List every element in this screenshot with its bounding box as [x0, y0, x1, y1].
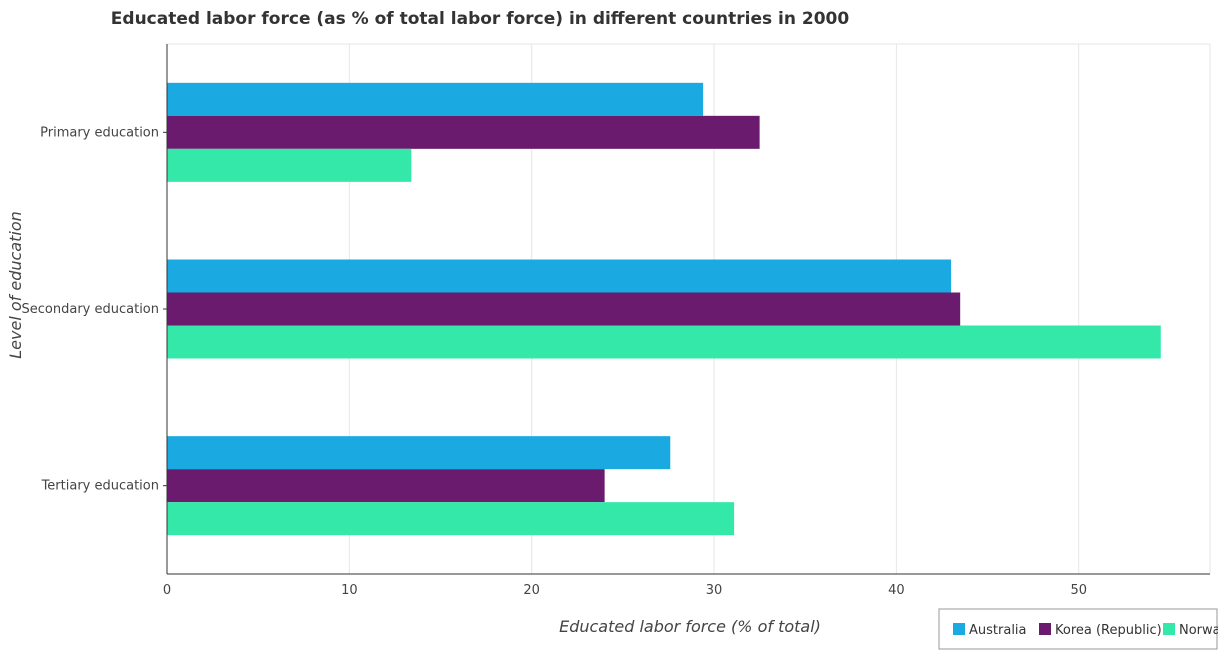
bar — [167, 325, 1161, 359]
bar — [167, 148, 412, 182]
x-tick-label: 40 — [888, 583, 905, 598]
bar — [167, 292, 961, 326]
bar — [167, 502, 735, 536]
x-tick-label: 30 — [706, 583, 723, 598]
legend-swatch — [1039, 623, 1051, 635]
y-tick-label: Tertiary education — [41, 479, 159, 494]
legend-swatch — [953, 623, 965, 635]
y-axis-title: Level of education — [6, 211, 25, 359]
legend-label: Australia — [969, 623, 1027, 638]
bar — [167, 82, 704, 116]
x-axis-title: Educated labor force (% of total) — [559, 617, 821, 636]
x-tick-label: 10 — [341, 583, 358, 598]
bar — [167, 259, 952, 293]
chart-title: Educated labor force (as % of total labo… — [111, 9, 850, 29]
bar — [167, 115, 760, 149]
bars — [167, 82, 1161, 536]
legend-label: Norway — [1179, 623, 1218, 638]
bar — [167, 469, 605, 503]
legend: Australia Korea (Republic) Norway — [938, 608, 1218, 650]
x-tick-label: 50 — [1070, 583, 1087, 598]
y-tick-label: Secondary education — [22, 302, 159, 317]
bar — [167, 436, 671, 470]
x-tick-label: 20 — [523, 583, 540, 598]
axes: 0 10 20 30 40 50 Primary education Secondary ed… — [22, 44, 1210, 598]
legend-swatch — [1163, 623, 1175, 635]
legend-label: Korea (Republic) — [1055, 623, 1162, 638]
y-tick-label: Primary education — [40, 125, 159, 140]
x-tick-label: 0 — [163, 583, 171, 598]
